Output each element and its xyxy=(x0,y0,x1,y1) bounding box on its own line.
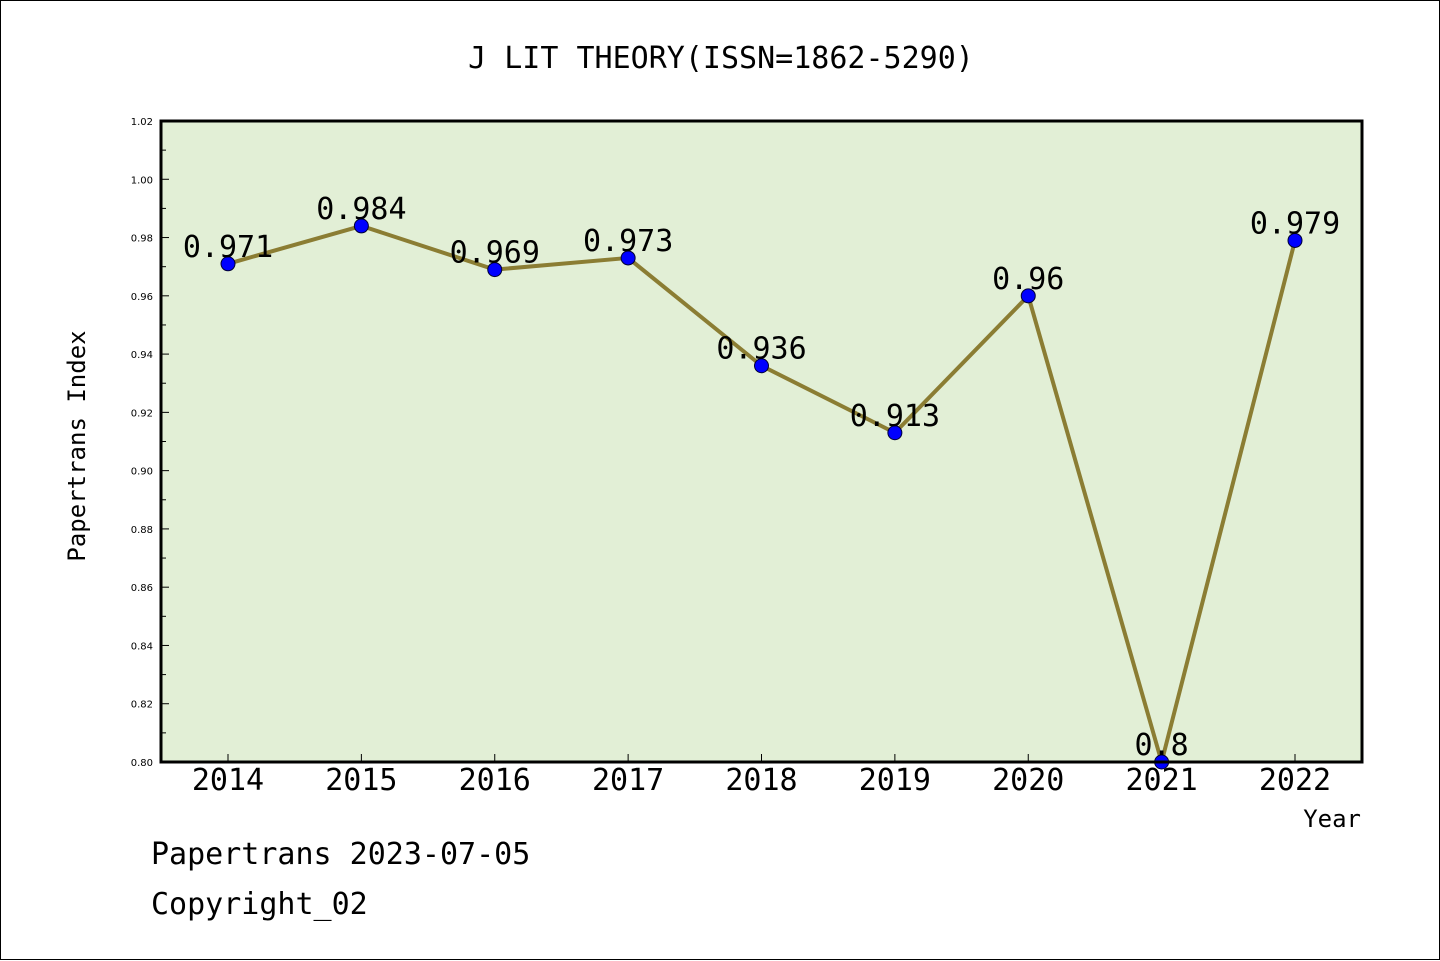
chart-title: J LIT THEORY(ISSN=1862-5290) xyxy=(468,41,974,76)
y-tick-label: 0.86 xyxy=(131,583,153,594)
y-tick-label: 0.88 xyxy=(131,525,153,536)
x-tick-label: 2019 xyxy=(859,763,931,798)
data-point xyxy=(487,262,503,278)
data-label: 0.96 xyxy=(992,262,1064,297)
data-label: 0.913 xyxy=(850,399,940,434)
data-point xyxy=(220,256,236,272)
data-label: 0.8 xyxy=(1135,728,1189,763)
copyright-note: Copyright_02 xyxy=(151,887,368,922)
source-note: Papertrans 2023-07-05 xyxy=(151,837,531,872)
data-point xyxy=(887,425,903,441)
data-label: 0.984 xyxy=(316,192,406,227)
data-point xyxy=(1287,232,1303,248)
x-tick-label: 2017 xyxy=(592,763,664,798)
y-tick-label: 0.84 xyxy=(131,641,153,652)
data-label: 0.979 xyxy=(1250,206,1340,241)
y-tick-label: 0.82 xyxy=(131,700,153,711)
x-tick-label: 2015 xyxy=(325,763,397,798)
x-tick-label: 2014 xyxy=(192,763,264,798)
x-tick-label: 2020 xyxy=(992,763,1064,798)
y-axis-label: Papertrans Index xyxy=(63,330,91,561)
data-point xyxy=(1020,288,1036,304)
x-tick-label: 2018 xyxy=(725,763,797,798)
x-axis-label: Year xyxy=(1303,805,1361,833)
y-tick-label: 0.94 xyxy=(131,350,153,361)
data-point xyxy=(620,250,636,266)
data-label: 0.971 xyxy=(183,230,273,265)
y-tick-label: 0.90 xyxy=(131,467,153,478)
y-tick-label: 0.80 xyxy=(131,758,153,769)
plot-border xyxy=(159,119,1364,764)
data-point xyxy=(353,218,369,234)
data-point xyxy=(754,358,769,374)
y-tick-label: 0.98 xyxy=(131,234,153,245)
data-label: 0.973 xyxy=(583,224,673,259)
y-tick-label: 0.92 xyxy=(131,408,153,419)
data-label: 0.969 xyxy=(450,236,540,271)
y-tick-label: 1.00 xyxy=(131,175,153,186)
y-tick-label: 0.96 xyxy=(131,292,153,303)
x-tick-label: 2016 xyxy=(459,763,531,798)
data-label: 0.936 xyxy=(716,332,806,367)
y-tick-label: 1.02 xyxy=(131,117,153,128)
x-tick-label: 2022 xyxy=(1259,763,1331,798)
